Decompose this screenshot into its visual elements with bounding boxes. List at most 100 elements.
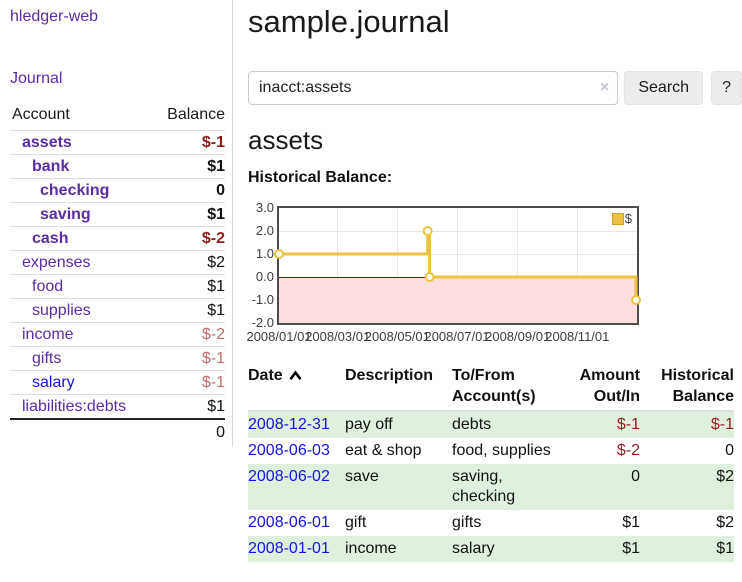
sidebar-account-link[interactable]: saving xyxy=(40,206,91,223)
register-balance: 0 xyxy=(725,442,734,459)
v-gridline xyxy=(337,208,339,323)
chart-legend: $ xyxy=(609,210,634,227)
register-col-amount-line2: Out/In xyxy=(593,388,640,405)
register-row: 2008-01-01 income salary $1 $1 xyxy=(248,536,734,562)
register-date-link[interactable]: 2008-12-31 xyxy=(248,416,330,433)
sidebar-account-link[interactable]: food xyxy=(32,278,64,295)
register-col-description-label: Description xyxy=(345,367,434,384)
sidebar-account-link[interactable]: income xyxy=(22,326,74,343)
sidebar-account-balance: $1 xyxy=(151,394,225,419)
register-amount: $1 xyxy=(622,514,640,531)
register-col-balance-line2: Balance xyxy=(672,388,734,405)
account-column-header: Account xyxy=(12,106,70,123)
accounts-table: Account Balance assets $-1 bank $1 check… xyxy=(10,106,225,445)
register-balance: $1 xyxy=(716,540,734,557)
data-point-marker xyxy=(422,226,433,236)
register-date-link[interactable]: 2008-06-02 xyxy=(248,468,330,485)
sidebar-account-link[interactable]: bank xyxy=(32,158,70,175)
sidebar-account-row: supplies $1 xyxy=(10,298,225,323)
sidebar-account-name-cell: saving xyxy=(10,202,152,227)
balance-column-header: Balance xyxy=(167,106,225,123)
sidebar-account-row: salary $-1 xyxy=(10,370,225,395)
register-table: Date Description To/From Account(s) Amou… xyxy=(248,365,734,562)
register-amount: 0 xyxy=(631,468,640,485)
register-date-cell: 2008-12-31 xyxy=(248,411,345,438)
register-col-date[interactable]: Date xyxy=(248,365,345,412)
sidebar-account-link[interactable]: gifts xyxy=(32,350,62,367)
y-tick-label: -1.0 xyxy=(251,292,274,307)
sidebar: hledger-web Journal Account Balance asse… xyxy=(0,0,232,445)
register-balance: $2 xyxy=(716,468,734,485)
sidebar-account-name-cell: supplies xyxy=(10,298,152,323)
y-tick-label: 2.0 xyxy=(255,223,274,238)
x-tick-label: 2008/03/01 xyxy=(305,329,371,344)
register-row: 2008-06-03 eat & shop food, supplies $-2… xyxy=(248,438,734,464)
register-balance: $-1 xyxy=(710,416,734,433)
h-gridline xyxy=(279,253,637,255)
register-col-description: Description xyxy=(345,365,452,412)
register-col-balance-line1: Historical xyxy=(661,367,734,384)
legend-label: $ xyxy=(624,211,632,226)
register-col-date-label: Date xyxy=(248,367,283,384)
register-col-balance: Historical Balance xyxy=(640,365,734,412)
page-title: sample.journal xyxy=(248,4,450,39)
sidebar-account-row: bank $1 xyxy=(10,154,225,179)
sidebar-account-balance: $2 xyxy=(151,250,225,275)
sidebar-item-journal[interactable]: Journal xyxy=(10,70,63,87)
sidebar-account-balance: $1 xyxy=(151,274,225,299)
sidebar-account-link[interactable]: expenses xyxy=(22,254,91,271)
register-accounts: gifts xyxy=(452,514,482,531)
register-date-link[interactable]: 2008-01-01 xyxy=(248,540,330,557)
register-date-cell: 2008-06-02 xyxy=(248,464,345,510)
register-row: 2008-06-01 gift gifts $1 $2 xyxy=(248,510,734,536)
sidebar-account-name-cell: food xyxy=(10,274,152,299)
chart-title: Historical Balance: xyxy=(248,169,393,186)
register-date-link[interactable]: 2008-06-01 xyxy=(248,514,330,531)
sidebar-account-balance: $-1 xyxy=(151,370,225,395)
sidebar-account-name-cell: checking xyxy=(10,178,152,203)
y-tick-label: 0.0 xyxy=(255,269,274,284)
register-description: gift xyxy=(345,514,367,531)
y-tick-label: 1.0 xyxy=(255,246,274,261)
sidebar-account-link[interactable]: supplies xyxy=(32,302,91,319)
register-balance: $2 xyxy=(716,514,734,531)
sidebar-account-balance: 0 xyxy=(151,178,225,203)
sidebar-account-link[interactable]: assets xyxy=(22,134,72,151)
search-input[interactable] xyxy=(248,71,619,105)
sidebar-account-balance: $1 xyxy=(151,202,225,227)
sidebar-account-link[interactable]: checking xyxy=(40,182,110,199)
sidebar-account-row: food $1 xyxy=(10,274,225,299)
register-date-link[interactable]: 2008-06-03 xyxy=(248,442,330,459)
register-amount: $-2 xyxy=(616,442,640,459)
x-tick-label: 2008/07/01 xyxy=(424,329,490,344)
sidebar-account-row: liabilities:debts $1 xyxy=(10,394,225,419)
register-col-accounts-line2: Account(s) xyxy=(452,388,536,405)
chart-plot-area: $ 3.0 2.0 1.0 0.0 -1.0 -2.0 2008/01/01 2008/03/… xyxy=(246,200,642,344)
sidebar-account-balance: $1 xyxy=(151,154,225,179)
register-date-cell: 2008-06-01 xyxy=(248,510,345,536)
sidebar-account-row: expenses $2 xyxy=(10,250,225,275)
sidebar-account-row: cash $-2 xyxy=(10,226,225,251)
help-button[interactable]: ? xyxy=(711,71,742,105)
sidebar-account-link[interactable]: salary xyxy=(32,374,75,391)
search-form: × Search ? xyxy=(248,71,742,105)
clear-search-icon[interactable]: × xyxy=(600,79,610,96)
x-tick-label: 2008/05/01 xyxy=(364,329,430,344)
register-accounts: saving, checking xyxy=(452,468,516,505)
data-point-marker xyxy=(424,272,435,282)
sidebar-account-name-cell: salary xyxy=(10,370,152,395)
search-button[interactable]: Search xyxy=(624,71,704,105)
account-title: assets xyxy=(248,125,324,155)
x-tick-label: 2008/09/01 xyxy=(485,329,551,344)
v-gridline xyxy=(396,208,398,323)
sidebar-divider xyxy=(232,0,233,447)
sidebar-account-link[interactable]: cash xyxy=(32,230,69,247)
sidebar-account-link[interactable]: liabilities:debts xyxy=(22,398,127,415)
register-col-amount-line1: Amount xyxy=(579,367,640,384)
register-col-accounts: To/From Account(s) xyxy=(452,365,568,412)
y-tick-label: 3.0 xyxy=(255,200,274,215)
sidebar-account-name-cell: cash xyxy=(10,226,152,251)
sidebar-account-row: assets $-1 xyxy=(10,130,225,155)
sidebar-account-name-cell: liabilities:debts xyxy=(10,394,152,419)
app-title-link[interactable]: hledger-web xyxy=(10,8,99,25)
